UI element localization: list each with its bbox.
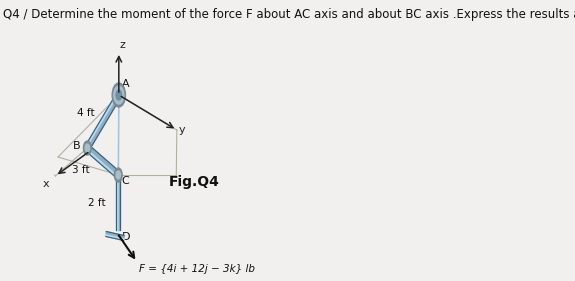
Text: D: D bbox=[121, 232, 130, 242]
Polygon shape bbox=[116, 175, 120, 230]
Text: Q4 / Determine the moment of the force F about AC axis and about BC axis .Expres: Q4 / Determine the moment of the force F… bbox=[3, 8, 575, 21]
Text: C: C bbox=[121, 176, 129, 186]
Polygon shape bbox=[106, 232, 124, 241]
Circle shape bbox=[112, 83, 125, 107]
Text: 4 ft: 4 ft bbox=[78, 108, 95, 118]
Text: A: A bbox=[122, 79, 130, 89]
Text: z: z bbox=[120, 40, 126, 50]
Text: y: y bbox=[179, 125, 186, 135]
Text: 2 ft: 2 ft bbox=[89, 198, 106, 208]
Polygon shape bbox=[86, 92, 120, 151]
Circle shape bbox=[83, 141, 91, 155]
Text: 3 ft: 3 ft bbox=[72, 165, 90, 175]
Text: F = {4i + 12j − 3k} lb: F = {4i + 12j − 3k} lb bbox=[139, 264, 255, 274]
Circle shape bbox=[116, 171, 121, 179]
Circle shape bbox=[114, 168, 122, 182]
Text: Fig.Q4: Fig.Q4 bbox=[168, 175, 220, 189]
Text: B: B bbox=[73, 141, 81, 151]
Circle shape bbox=[85, 144, 90, 152]
Polygon shape bbox=[86, 144, 119, 179]
Circle shape bbox=[114, 86, 124, 104]
Text: x: x bbox=[43, 179, 49, 189]
Circle shape bbox=[116, 90, 121, 100]
